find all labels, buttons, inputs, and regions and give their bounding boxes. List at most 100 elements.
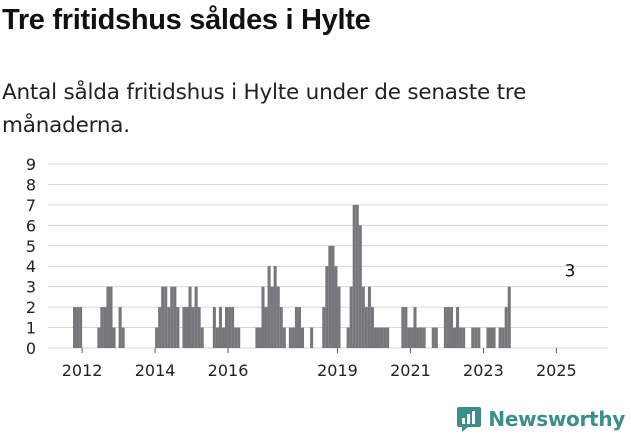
bar: [112, 327, 116, 348]
bar: [456, 307, 460, 348]
bar: [404, 307, 408, 348]
x-tick-label: 2021: [390, 361, 431, 380]
highlight-value-label: 3: [565, 262, 576, 282]
bar: [267, 266, 271, 348]
bar: [459, 327, 463, 348]
bar: [106, 286, 110, 348]
bar: [310, 327, 314, 348]
bar: [370, 307, 374, 348]
brand-name: Newsworthy: [488, 407, 625, 431]
bar: [282, 327, 286, 348]
y-tick-label: 1: [26, 319, 36, 338]
bar: [255, 327, 259, 348]
bar: [188, 286, 192, 348]
bar: [234, 327, 238, 348]
bar: [155, 327, 159, 348]
bar: [453, 327, 457, 348]
bar: [504, 307, 508, 348]
bar: [121, 327, 125, 348]
bar: [416, 327, 420, 348]
bar: [346, 327, 350, 348]
bar: [158, 307, 162, 348]
bar: [419, 327, 423, 348]
bar: [258, 327, 262, 348]
bar: [297, 307, 301, 348]
bar: [237, 327, 241, 348]
y-tick-label: 5: [26, 237, 36, 256]
bar: [380, 327, 384, 348]
bar: [434, 327, 438, 348]
chart-title: Tre fritidshus såldes i Hylte: [2, 4, 371, 36]
bar: [401, 307, 405, 348]
bar: [288, 327, 292, 348]
data-labels: 3: [565, 262, 576, 282]
bar: [118, 307, 122, 348]
y-tick-label: 4: [26, 257, 36, 276]
bar: [325, 266, 329, 348]
y-tick-label: 9: [26, 155, 36, 174]
bar: [294, 307, 298, 348]
y-tick-label: 2: [26, 298, 36, 317]
x-tick-label: 2014: [135, 361, 176, 380]
bar: [492, 327, 496, 348]
bar: [73, 307, 77, 348]
bar: [471, 327, 475, 348]
bar: [449, 307, 453, 348]
bar: [170, 286, 174, 348]
x-tick-label: 2025: [536, 361, 577, 380]
bar: [386, 327, 390, 348]
bar: [486, 327, 490, 348]
bar: [474, 327, 478, 348]
bar: [443, 307, 447, 348]
bar: [328, 245, 332, 348]
bar: [161, 286, 165, 348]
bar: [462, 327, 466, 348]
chart-subtitle: Antal sålda fritidshus i Hylte under de …: [2, 80, 527, 138]
bar: [221, 327, 225, 348]
bar: [109, 286, 113, 348]
bar: [331, 245, 335, 348]
bar: [322, 307, 326, 348]
bar: [185, 307, 189, 348]
bar: [228, 307, 232, 348]
x-tick-label: 2019: [317, 361, 358, 380]
bar: [431, 327, 435, 348]
bar: [212, 307, 216, 348]
bar: [349, 286, 353, 348]
bar: [215, 327, 219, 348]
bar: [100, 307, 104, 348]
bar: [367, 286, 371, 348]
bar: [218, 307, 222, 348]
bar: [197, 307, 201, 348]
bar: [301, 327, 305, 348]
bar: [79, 307, 83, 348]
y-tick-label: 3: [26, 278, 36, 297]
bar: [383, 327, 387, 348]
y-tick-label: 6: [26, 216, 36, 235]
bar: [489, 327, 493, 348]
bar: [373, 327, 377, 348]
x-tick-label: 2023: [463, 361, 504, 380]
bar: [413, 307, 417, 348]
bar: [358, 225, 362, 348]
bar: [446, 307, 450, 348]
bar: [270, 286, 274, 348]
bar: [361, 286, 365, 348]
bar: [173, 286, 177, 348]
bar: [498, 327, 502, 348]
bar: [334, 266, 338, 348]
bar: [352, 204, 356, 348]
bar: [231, 307, 235, 348]
bar: [182, 307, 186, 348]
bar: [194, 286, 198, 348]
x-tick-label: 2012: [62, 361, 103, 380]
bar: [477, 327, 481, 348]
bar: [273, 266, 277, 348]
bar: [364, 307, 368, 348]
bar: [191, 307, 195, 348]
x-tick-label: 2016: [208, 361, 249, 380]
bar: [355, 204, 359, 348]
newsworthy-brand[interactable]: Newsworthy: [456, 403, 625, 435]
bar: [225, 307, 229, 348]
